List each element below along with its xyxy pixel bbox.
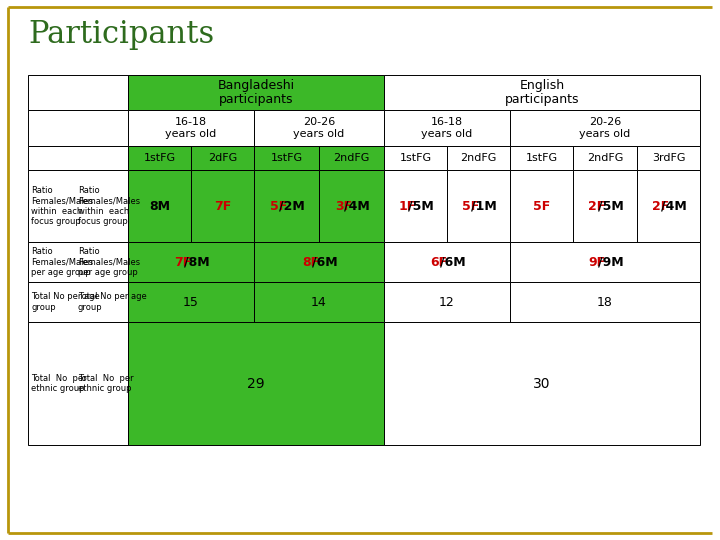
- Bar: [384, 146, 447, 170]
- Text: 2ndFG: 2ndFG: [587, 153, 624, 163]
- Bar: [28, 282, 128, 322]
- Bar: [510, 146, 573, 170]
- Bar: [384, 282, 510, 322]
- Bar: [254, 170, 319, 242]
- Bar: [254, 110, 384, 146]
- Text: 5F: 5F: [270, 199, 287, 213]
- Bar: [510, 110, 700, 146]
- Text: 7F: 7F: [174, 255, 192, 268]
- Text: Bangladeshi
participants: Bangladeshi participants: [217, 78, 294, 106]
- Text: 2F: 2F: [652, 199, 669, 213]
- Text: 20-26
years old: 20-26 years old: [580, 117, 631, 139]
- Bar: [510, 242, 700, 282]
- Bar: [447, 146, 510, 170]
- Text: 16-18
years old: 16-18 years old: [421, 117, 472, 139]
- Text: /9M: /9M: [598, 255, 624, 268]
- Text: 6F: 6F: [431, 255, 447, 268]
- Text: /8M: /8M: [184, 255, 210, 268]
- Bar: [637, 146, 700, 170]
- Bar: [254, 282, 384, 322]
- Text: 3F: 3F: [335, 199, 352, 213]
- Bar: [384, 242, 510, 282]
- Text: 3rdFG: 3rdFG: [652, 153, 685, 163]
- Text: 5F: 5F: [533, 199, 550, 213]
- Text: 20-26
years old: 20-26 years old: [293, 117, 345, 139]
- Bar: [128, 242, 254, 282]
- Text: 9F: 9F: [588, 255, 606, 268]
- Text: /1M: /1M: [471, 199, 497, 213]
- Text: 18: 18: [597, 295, 613, 308]
- Bar: [254, 242, 384, 282]
- Bar: [573, 170, 637, 242]
- Text: Ratio
Females/Males
per age group: Ratio Females/Males per age group: [31, 247, 93, 277]
- Text: 5F: 5F: [462, 199, 479, 213]
- Text: 12: 12: [439, 295, 455, 308]
- Bar: [510, 282, 700, 322]
- Text: 2dFG: 2dFG: [208, 153, 237, 163]
- Bar: [128, 146, 191, 170]
- Bar: [384, 322, 700, 445]
- Bar: [128, 282, 254, 322]
- Text: Participants: Participants: [28, 19, 215, 51]
- Bar: [319, 170, 384, 242]
- Text: 8M: 8M: [149, 199, 170, 213]
- Text: Total No per age
group: Total No per age group: [31, 292, 100, 312]
- Text: 7F: 7F: [214, 199, 231, 213]
- Text: /2M: /2M: [279, 199, 305, 213]
- Bar: [254, 146, 319, 170]
- Bar: [510, 170, 573, 242]
- Text: 30: 30: [534, 376, 551, 390]
- Text: 14: 14: [311, 295, 327, 308]
- Bar: [384, 170, 447, 242]
- Text: Ratio
Females/Males
per age group: Ratio Females/Males per age group: [78, 247, 140, 277]
- Text: Total  No  per
ethnic group: Total No per ethnic group: [78, 374, 134, 393]
- Bar: [384, 75, 700, 110]
- Text: 2ndFG: 2ndFG: [460, 153, 497, 163]
- Text: /6M: /6M: [312, 255, 337, 268]
- Text: 16-18
years old: 16-18 years old: [166, 117, 217, 139]
- Text: 1stFG: 1stFG: [143, 153, 176, 163]
- Bar: [28, 110, 128, 146]
- Text: /6M: /6M: [440, 255, 465, 268]
- Text: 1stFG: 1stFG: [526, 153, 557, 163]
- Bar: [28, 170, 128, 242]
- Bar: [447, 170, 510, 242]
- Text: 8F: 8F: [302, 255, 320, 268]
- Text: 1stFG: 1stFG: [400, 153, 431, 163]
- Bar: [319, 146, 384, 170]
- Bar: [28, 322, 128, 445]
- Bar: [28, 75, 128, 110]
- Text: 15: 15: [183, 295, 199, 308]
- Text: /4M: /4M: [661, 199, 687, 213]
- Bar: [191, 170, 254, 242]
- Text: Ratio
Females/Males
within  each
focus group: Ratio Females/Males within each focus gr…: [78, 186, 140, 226]
- Bar: [191, 146, 254, 170]
- Text: 29: 29: [247, 376, 265, 390]
- Text: English
participants: English participants: [505, 78, 580, 106]
- Text: Total No per age
group: Total No per age group: [78, 292, 147, 312]
- Text: 1stFG: 1stFG: [271, 153, 302, 163]
- Bar: [128, 322, 384, 445]
- Text: /4M: /4M: [344, 199, 370, 213]
- Text: Ratio
Females/Males
within  each
focus group: Ratio Females/Males within each focus gr…: [31, 186, 93, 226]
- Text: 2F: 2F: [588, 199, 606, 213]
- Bar: [128, 75, 384, 110]
- Text: /5M: /5M: [598, 199, 624, 213]
- Text: 1F: 1F: [399, 199, 416, 213]
- Bar: [573, 146, 637, 170]
- Bar: [28, 242, 128, 282]
- Text: 2ndFG: 2ndFG: [333, 153, 369, 163]
- Bar: [128, 110, 254, 146]
- Text: Total  No  per
ethnic group: Total No per ethnic group: [31, 374, 86, 393]
- Bar: [28, 146, 128, 170]
- Bar: [384, 110, 510, 146]
- Bar: [128, 170, 191, 242]
- Bar: [637, 170, 700, 242]
- Text: /5M: /5M: [408, 199, 433, 213]
